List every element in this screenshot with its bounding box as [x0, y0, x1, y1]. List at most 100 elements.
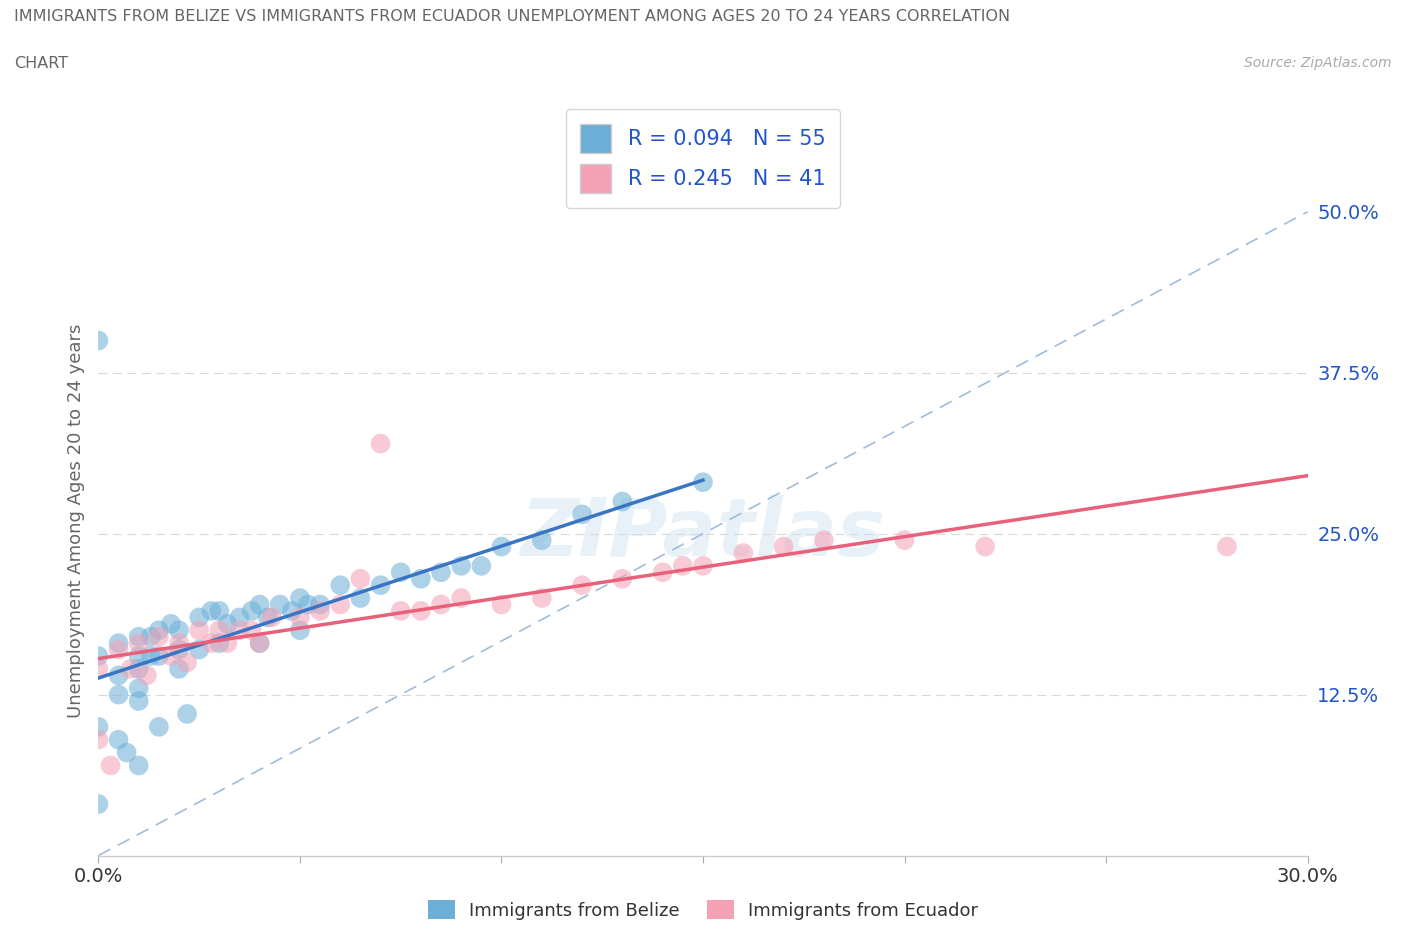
Point [128, 661, 150, 676]
Text: CHART: CHART [14, 56, 67, 71]
Point [772, 539, 794, 554]
Point [491, 539, 513, 554]
Point [148, 623, 170, 638]
Point [329, 578, 352, 592]
Point [349, 591, 371, 605]
Point [329, 597, 352, 612]
Point [450, 558, 472, 573]
Point [188, 642, 211, 657]
Point [107, 668, 129, 683]
Point [309, 597, 332, 612]
Point [288, 610, 311, 625]
Point [370, 578, 392, 592]
Point [349, 571, 371, 586]
Point [672, 558, 695, 573]
Point [260, 610, 283, 625]
Point [128, 694, 150, 709]
Point [148, 720, 170, 735]
Point [87, 732, 110, 747]
Point [651, 565, 673, 579]
Point [139, 630, 162, 644]
Point [167, 623, 190, 638]
Point [200, 636, 222, 651]
Point [430, 565, 453, 579]
Text: ZIPatlas: ZIPatlas [520, 495, 886, 573]
Point [249, 636, 271, 651]
Point [107, 636, 129, 651]
Point [176, 655, 198, 670]
Point [87, 720, 110, 735]
Point [87, 648, 110, 663]
Point [160, 648, 183, 663]
Point [733, 546, 755, 561]
Point [128, 630, 150, 644]
Y-axis label: Unemployment Among Ages 20 to 24 years: Unemployment Among Ages 20 to 24 years [66, 324, 84, 718]
Point [148, 648, 170, 663]
Point [167, 636, 190, 651]
Point [450, 591, 472, 605]
Point [612, 571, 634, 586]
Point [571, 578, 593, 592]
Point [430, 597, 453, 612]
Point [470, 558, 492, 573]
Point [288, 591, 311, 605]
Point [217, 636, 239, 651]
Point [115, 745, 138, 760]
Point [491, 597, 513, 612]
Point [612, 494, 634, 509]
Point [139, 648, 162, 663]
Point [167, 642, 190, 657]
Point [813, 533, 835, 548]
Point [128, 648, 150, 663]
Point [188, 623, 211, 638]
Point [571, 507, 593, 522]
Point [135, 668, 157, 683]
Point [208, 604, 231, 618]
Point [87, 797, 110, 812]
Point [167, 661, 190, 676]
Point [389, 565, 412, 579]
Point [87, 333, 110, 348]
Point [974, 539, 997, 554]
Point [409, 604, 432, 618]
Point [309, 604, 332, 618]
Point [120, 661, 142, 676]
Point [128, 636, 150, 651]
Point [249, 597, 271, 612]
Point [208, 636, 231, 651]
Point [389, 604, 412, 618]
Point [148, 630, 170, 644]
Point [1216, 539, 1239, 554]
Point [87, 661, 110, 676]
Point [281, 604, 304, 618]
Point [128, 758, 150, 773]
Point [409, 571, 432, 586]
Point [228, 610, 250, 625]
Text: IMMIGRANTS FROM BELIZE VS IMMIGRANTS FROM ECUADOR UNEMPLOYMENT AMONG AGES 20 TO : IMMIGRANTS FROM BELIZE VS IMMIGRANTS FRO… [14, 9, 1010, 24]
Point [188, 610, 211, 625]
Point [370, 436, 392, 451]
Point [176, 707, 198, 722]
Point [208, 623, 231, 638]
Point [256, 610, 278, 625]
Point [100, 758, 122, 773]
Point [240, 623, 263, 638]
Point [200, 604, 222, 618]
Text: Source: ZipAtlas.com: Source: ZipAtlas.com [1244, 56, 1392, 70]
Point [893, 533, 915, 548]
Point [269, 597, 291, 612]
Point [530, 533, 553, 548]
Point [128, 681, 150, 696]
Point [240, 604, 263, 618]
Legend: Immigrants from Belize, Immigrants from Ecuador: Immigrants from Belize, Immigrants from … [420, 893, 986, 927]
Point [288, 623, 311, 638]
Point [217, 617, 239, 631]
Point [249, 636, 271, 651]
Point [228, 623, 250, 638]
Point [530, 591, 553, 605]
Point [160, 617, 183, 631]
Point [107, 687, 129, 702]
Point [107, 732, 129, 747]
Point [297, 597, 319, 612]
Point [692, 558, 714, 573]
